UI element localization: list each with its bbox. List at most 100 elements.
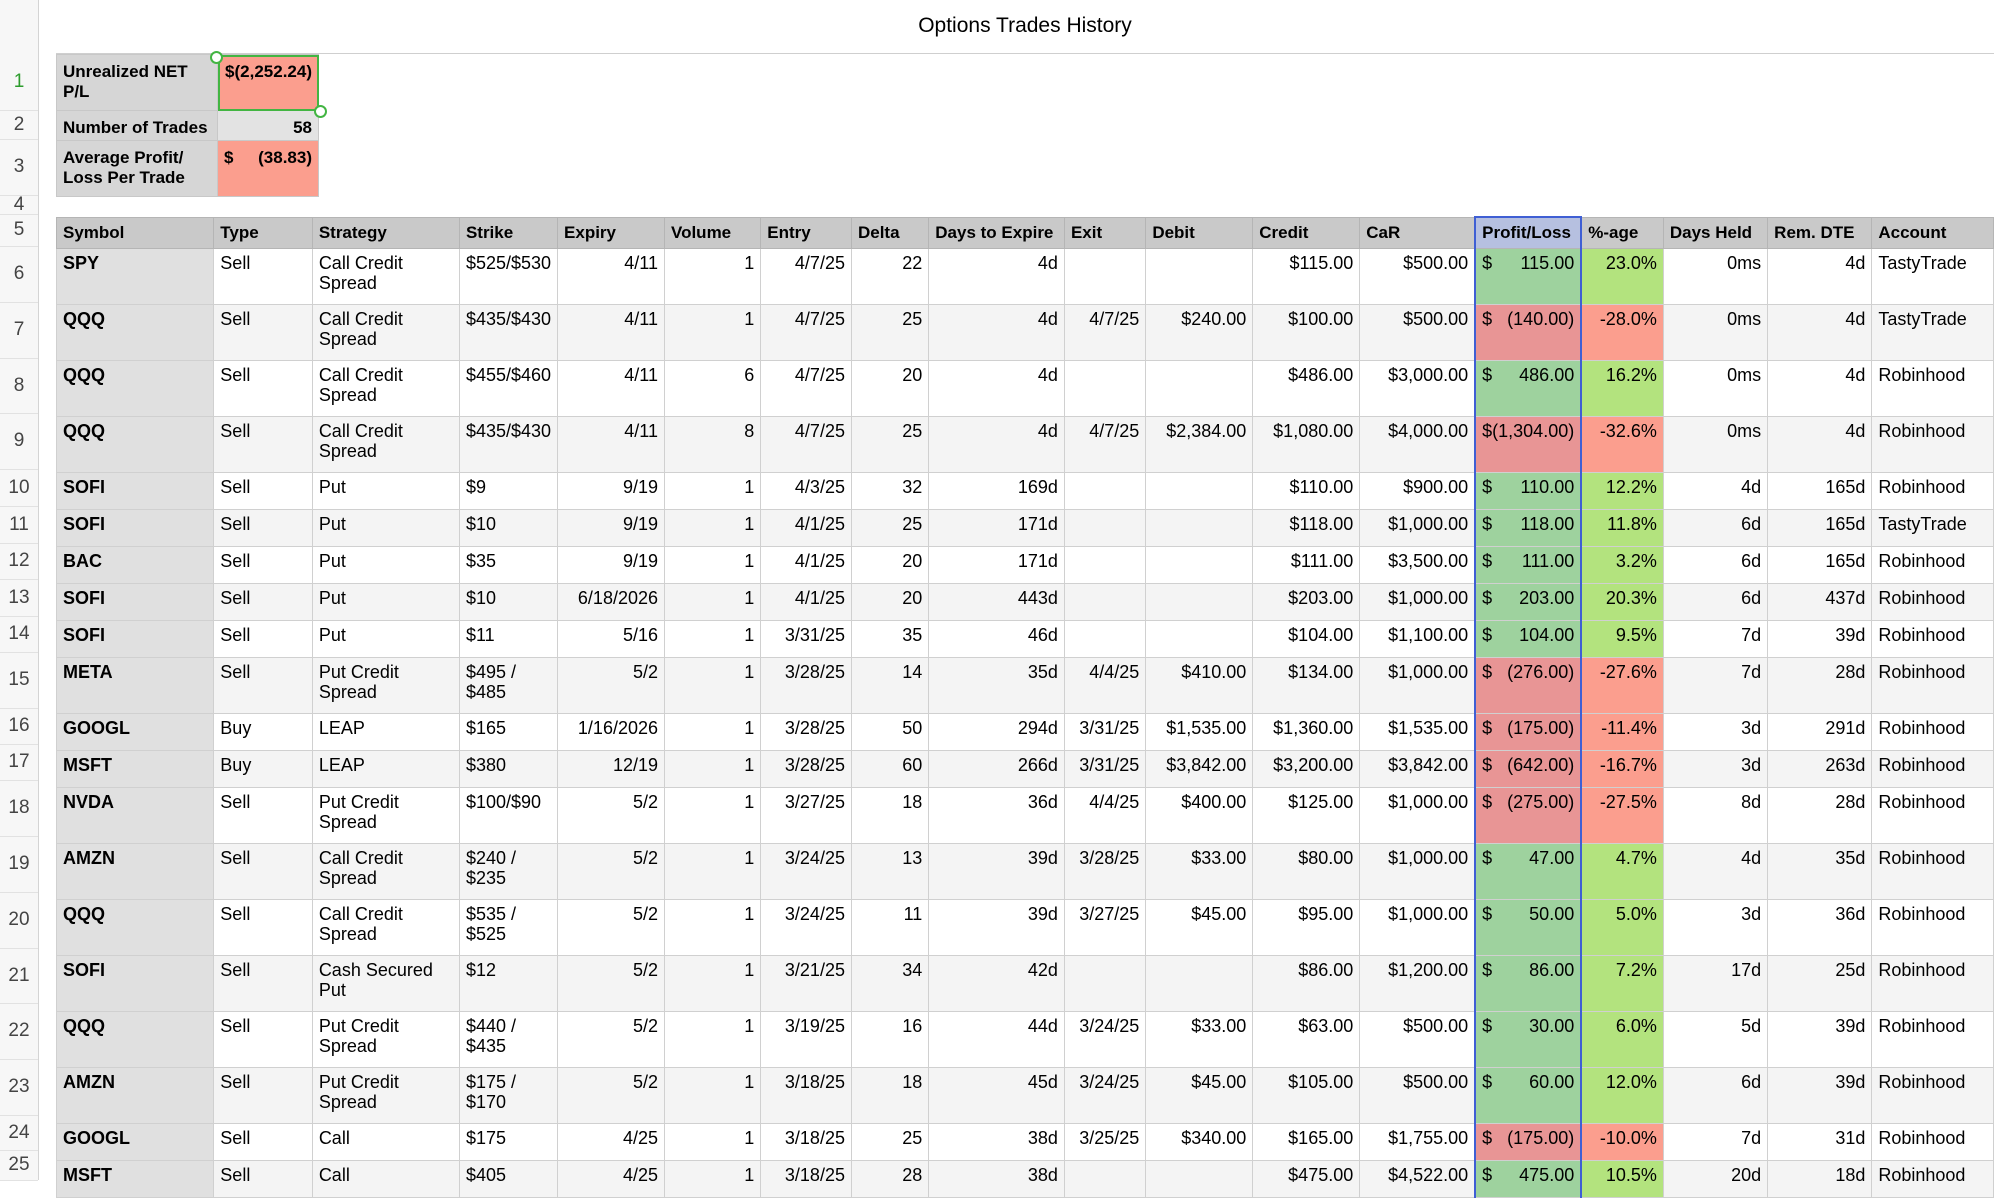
cell-held[interactable]: 7d [1662, 1123, 1769, 1161]
cell-strike[interactable]: $525/$530 [458, 248, 559, 305]
cell-volume[interactable]: 1 [663, 787, 762, 844]
cell-pct[interactable]: 6.0% [1580, 1011, 1664, 1068]
cell-pct[interactable]: 12.2% [1580, 472, 1664, 510]
cell-delta[interactable]: 28 [850, 1160, 930, 1198]
cell-pl[interactable]: $30.00 [1474, 1011, 1583, 1068]
cell-volume[interactable]: 1 [663, 843, 762, 900]
cell-delta[interactable]: 20 [850, 546, 930, 584]
cell-symbol[interactable]: QQQ [55, 360, 215, 417]
row-number[interactable]: 16 [0, 708, 38, 745]
cell-rem[interactable]: 28d [1767, 657, 1873, 714]
cell-delta[interactable]: 20 [850, 360, 930, 417]
column-header[interactable]: %-age [1580, 216, 1664, 249]
cell-pct[interactable]: 20.3% [1580, 583, 1664, 621]
column-header[interactable]: Debit [1145, 216, 1254, 249]
cell-expiry[interactable]: 5/16 [557, 620, 665, 658]
cell-strike[interactable]: $535 / $525 [458, 899, 559, 956]
selection-handle-top[interactable] [210, 51, 223, 64]
cell-debit[interactable] [1145, 248, 1254, 305]
cell-dte[interactable]: 46d [928, 620, 1065, 658]
cell-pct[interactable]: 16.2% [1580, 360, 1664, 417]
cell-type[interactable]: Sell [213, 416, 313, 473]
cell-strike[interactable]: $175 [458, 1123, 559, 1161]
cell-held[interactable]: 0ms [1662, 248, 1769, 305]
cell-credit[interactable]: $100.00 [1252, 304, 1361, 361]
cell-symbol[interactable]: AMZN [55, 843, 215, 900]
cell-rem[interactable]: 291d [1767, 713, 1873, 751]
cell-held[interactable]: 17d [1662, 955, 1769, 1012]
cell-symbol[interactable]: QQQ [55, 304, 215, 361]
cell-rem[interactable]: 25d [1767, 955, 1873, 1012]
cell-dte[interactable]: 171d [928, 546, 1065, 584]
cell-delta[interactable]: 18 [850, 787, 930, 844]
column-header[interactable]: CaR [1359, 216, 1476, 249]
cell-held[interactable]: 6d [1662, 1067, 1769, 1124]
cell-volume[interactable]: 1 [663, 509, 762, 547]
cell-symbol[interactable]: MSFT [55, 750, 215, 788]
cell-exit[interactable] [1063, 248, 1147, 305]
cell-held[interactable]: 3d [1662, 713, 1769, 751]
cell-pct[interactable]: -11.4% [1580, 713, 1664, 751]
cell-dte[interactable]: 266d [928, 750, 1065, 788]
cell-debit[interactable]: $340.00 [1145, 1123, 1254, 1161]
cell-delta[interactable]: 16 [850, 1011, 930, 1068]
cell-pct[interactable]: 10.5% [1580, 1160, 1664, 1198]
cell-type[interactable]: Sell [213, 583, 313, 621]
cell-debit[interactable] [1145, 546, 1254, 584]
row-number[interactable]: 22 [0, 1003, 38, 1060]
row-number[interactable]: 2 [0, 110, 38, 140]
cell-expiry[interactable]: 4/11 [557, 360, 665, 417]
cell-car[interactable]: $1,200.00 [1359, 955, 1476, 1012]
cell-strategy[interactable]: Put [311, 509, 460, 547]
cell-delta[interactable]: 34 [850, 955, 930, 1012]
cell-credit[interactable]: $110.00 [1252, 472, 1361, 510]
cell-exit[interactable]: 3/28/25 [1063, 843, 1147, 900]
cell-pl[interactable]: $47.00 [1474, 843, 1583, 900]
cell-strike[interactable]: $175 / $170 [458, 1067, 559, 1124]
cell-credit[interactable]: $63.00 [1252, 1011, 1361, 1068]
cell-pl[interactable]: $475.00 [1474, 1160, 1583, 1198]
cell-pct[interactable]: 4.7% [1580, 843, 1664, 900]
cell-debit[interactable] [1145, 955, 1254, 1012]
cell-entry[interactable]: 4/3/25 [760, 472, 852, 510]
cell-held[interactable]: 6d [1662, 509, 1769, 547]
cell-account[interactable]: Robinhood [1871, 1011, 1994, 1068]
cell-pl[interactable]: $ (1,304.00) [1474, 416, 1583, 473]
cell-car[interactable]: $1,000.00 [1359, 657, 1476, 714]
cell-held[interactable]: 6d [1662, 583, 1769, 621]
cell-type[interactable]: Sell [213, 843, 313, 900]
row-number[interactable]: 10 [0, 469, 38, 507]
cell-exit[interactable]: 3/31/25 [1063, 713, 1147, 751]
cell-volume[interactable]: 1 [663, 546, 762, 584]
cell-volume[interactable]: 1 [663, 657, 762, 714]
cell-strategy[interactable]: Call Credit Spread [311, 248, 460, 305]
cell-expiry[interactable]: 9/19 [557, 472, 665, 510]
column-header[interactable]: Volume [663, 216, 762, 249]
cell-strategy[interactable]: Cash Secured Put [311, 955, 460, 1012]
cell-strike[interactable]: $12 [458, 955, 559, 1012]
row-number[interactable]: 11 [0, 506, 38, 544]
cell-dte[interactable]: 169d [928, 472, 1065, 510]
cell-symbol[interactable]: GOOGL [55, 713, 215, 751]
cell-strike[interactable]: $440 / $435 [458, 1011, 559, 1068]
cell-volume[interactable]: 8 [663, 416, 762, 473]
cell-expiry[interactable]: 12/19 [557, 750, 665, 788]
cell-dte[interactable]: 4d [928, 248, 1065, 305]
cell-expiry[interactable]: 5/2 [557, 1011, 665, 1068]
cell-type[interactable]: Sell [213, 657, 313, 714]
row-number[interactable]: 12 [0, 543, 38, 580]
column-header[interactable]: Symbol [55, 216, 215, 249]
cell-exit[interactable]: 3/27/25 [1063, 899, 1147, 956]
cell-type[interactable]: Sell [213, 509, 313, 547]
cell-dte[interactable]: 39d [928, 899, 1065, 956]
cell-strategy[interactable]: Put Credit Spread [311, 657, 460, 714]
cell-strategy[interactable]: Call Credit Spread [311, 416, 460, 473]
cell-expiry[interactable]: 4/11 [557, 248, 665, 305]
row-number[interactable]: 23 [0, 1059, 38, 1116]
cell-entry[interactable]: 3/21/25 [760, 955, 852, 1012]
cell-expiry[interactable]: 5/2 [557, 1067, 665, 1124]
cell-car[interactable]: $3,500.00 [1359, 546, 1476, 584]
cell-expiry[interactable]: 4/25 [557, 1123, 665, 1161]
cell-car[interactable]: $500.00 [1359, 1011, 1476, 1068]
cell-symbol[interactable]: QQQ [55, 416, 215, 473]
